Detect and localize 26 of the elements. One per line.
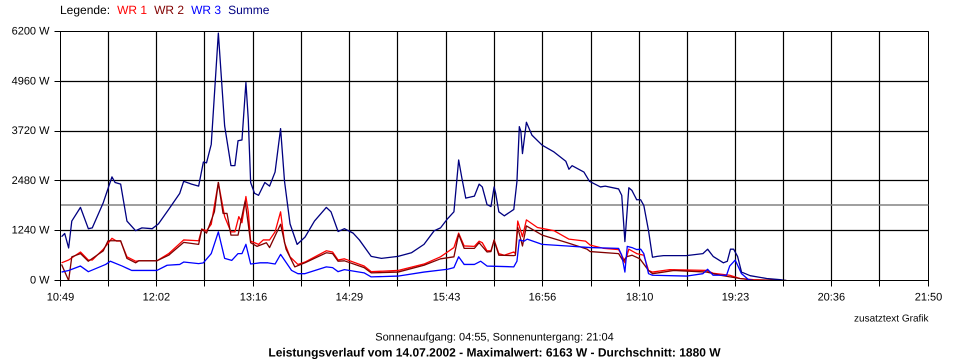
x-tick-label: 13:16: [240, 292, 268, 304]
series-label: Summe: [228, 3, 270, 17]
x-tick-label: 18:10: [626, 292, 654, 304]
x-tick-label: 15:43: [432, 292, 460, 304]
x-tick-label: 21:50: [914, 292, 942, 304]
x-tick-label: 10:49: [46, 292, 74, 304]
y-tick-label: 1240 W: [12, 224, 50, 237]
text: WR 2: [154, 3, 184, 17]
y-tick-label: 4960 W: [12, 75, 50, 88]
text: Leistungsverlauf vom 14.07.2002 - Maximalwert: 6163 W - Durchschnitt: 1880 W: [268, 346, 722, 360]
text: zusatztext Grafik: [854, 314, 930, 324]
y-tick-label: 0 W: [30, 274, 50, 286]
x-tick-label: 20:36: [818, 292, 846, 304]
line-series: [60, 32, 788, 280]
x-tick-label: 16:56: [528, 292, 556, 304]
x-tick-label: 19:23: [722, 292, 750, 304]
x-tick-label: 12:02: [142, 292, 170, 304]
legend-title: Legende:: [60, 3, 110, 17]
text: Sonnenaufgang: 04:55, Sonnenuntergang: 21:04: [375, 332, 614, 344]
text: WR 3: [191, 3, 222, 17]
text: WR 1: [117, 3, 148, 17]
y-tick-label: 6200 W: [12, 26, 50, 38]
y-tick-label: 3720 W: [12, 125, 50, 138]
line-series: [60, 231, 754, 280]
x-tick-label: 14:29: [336, 292, 364, 304]
y-tick-label: 2480 W: [12, 174, 50, 187]
